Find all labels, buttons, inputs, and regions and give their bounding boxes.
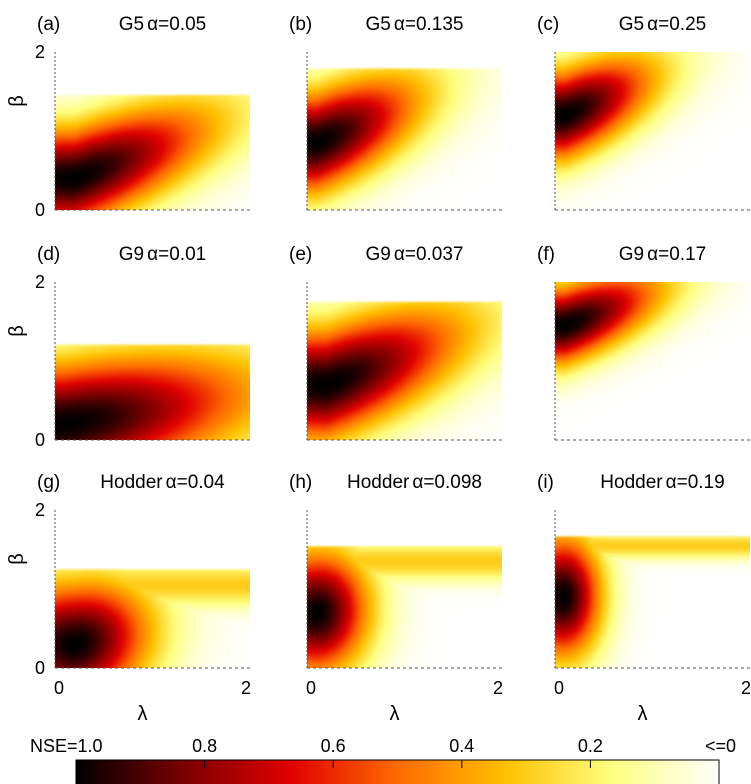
panel-g: (g) Hodder α=0.04 2 0 β 0 2 λ — [6, 472, 251, 725]
y-axis-label: β — [6, 553, 28, 565]
panel-d: (d) G9 α=0.01 2 0 β — [6, 244, 250, 450]
heatmap-image — [307, 282, 502, 440]
heatmap-image — [555, 52, 750, 210]
colorbar-label: NSE=1.0 — [30, 736, 103, 756]
panel-title-model: G5 — [119, 14, 144, 35]
heatmap-image — [555, 282, 750, 440]
panel-title-model: G5 — [619, 14, 644, 35]
heatmap-image — [307, 510, 502, 668]
panel-title-alpha: α=0.17 — [647, 244, 706, 265]
y-tick-label: 0 — [35, 200, 45, 220]
panel-title: Hodder α=0.098 — [347, 472, 482, 493]
panel-title: G5 α=0.25 — [619, 14, 706, 35]
colorbar-label: 0.8 — [192, 736, 217, 756]
panel-label: (e) — [289, 244, 312, 265]
panel-title: G5 α=0.135 — [366, 14, 464, 35]
panel-title-model: Hodder — [100, 472, 163, 493]
y-tick-label: 2 — [35, 500, 45, 520]
panel-title-model: G9 — [619, 244, 644, 265]
panel-title: Hodder α=0.19 — [600, 472, 724, 493]
panel-title-alpha: α=0.04 — [166, 472, 225, 493]
panel-a: (a) G5 α=0.05 2 0 β — [6, 14, 250, 220]
panel-label: (b) — [289, 14, 312, 35]
colorbar-label: 0.2 — [578, 736, 603, 756]
x-axis-label: λ — [638, 703, 648, 725]
panel-title: Hodder α=0.04 — [100, 472, 225, 493]
panel-title: G5 α=0.05 — [119, 14, 206, 35]
panel-label: (g) — [37, 472, 60, 493]
x-tick-label: 2 — [241, 678, 251, 698]
panel-title-model: G9 — [366, 244, 391, 265]
panel-c: (c) G5 α=0.25 — [537, 14, 750, 211]
panel-title-alpha: α=0.098 — [412, 472, 482, 493]
y-axis-label: β — [6, 325, 28, 337]
panel-label: (h) — [289, 472, 312, 493]
x-tick-label: 0 — [54, 678, 64, 698]
colorbar-gradient — [75, 759, 720, 784]
panel-label: (a) — [37, 14, 60, 35]
panel-label: (i) — [537, 472, 554, 493]
x-tick-label: 0 — [554, 678, 564, 698]
y-tick-label: 2 — [35, 272, 45, 292]
panel-title-alpha: α=0.135 — [394, 14, 464, 35]
panel-title-alpha: α=0.037 — [394, 244, 464, 265]
heatmap-image — [307, 52, 502, 210]
x-axis-label: λ — [390, 703, 400, 725]
panel-title-alpha: α=0.25 — [647, 14, 706, 35]
panel-label: (d) — [37, 244, 60, 265]
panel-label: (c) — [537, 14, 559, 35]
panel-h: (h) Hodder α=0.098 0 2 λ — [289, 472, 503, 725]
panel-title: G9 α=0.037 — [366, 244, 464, 265]
panel-title-model: Hodder — [347, 472, 410, 493]
y-axis-label: β — [6, 95, 28, 107]
panel-title-alpha: α=0.01 — [147, 244, 206, 265]
heatmap-image — [55, 510, 250, 668]
y-tick-label: 0 — [35, 658, 45, 678]
heatmap-image — [55, 52, 250, 210]
y-tick-label: 2 — [35, 42, 45, 62]
x-axis-label: λ — [138, 703, 148, 725]
colorbar-label: <=0 — [705, 736, 736, 756]
panel-f: (f) G9 α=0.17 — [537, 244, 750, 441]
panel-title-alpha: α=0.05 — [147, 14, 206, 35]
panel-title: G9 α=0.17 — [619, 244, 706, 265]
panel-e: (e) G9 α=0.037 — [289, 244, 502, 441]
panel-i: (i) Hodder α=0.19 0 2 λ — [537, 472, 751, 725]
x-tick-label: 2 — [741, 678, 751, 698]
heatmap-image — [55, 282, 250, 440]
y-tick-label: 0 — [35, 430, 45, 450]
panel-label: (f) — [537, 244, 555, 265]
panel-title-model: G9 — [119, 244, 144, 265]
colorbar: NSE=1.0 0.8 0.6 0.4 0.2 <=0 — [30, 736, 736, 784]
panel-title-model: Hodder — [600, 472, 663, 493]
panel-title-alpha: α=0.19 — [666, 472, 725, 493]
panel-b: (b) G5 α=0.135 — [289, 14, 502, 211]
colorbar-label: 0.4 — [449, 736, 474, 756]
panel-title-model: G5 — [366, 14, 391, 35]
x-tick-label: 0 — [306, 678, 316, 698]
panel-title: G9 α=0.01 — [119, 244, 206, 265]
colorbar-label: 0.6 — [321, 736, 346, 756]
x-tick-label: 2 — [493, 678, 503, 698]
heatmap-image — [555, 510, 750, 668]
